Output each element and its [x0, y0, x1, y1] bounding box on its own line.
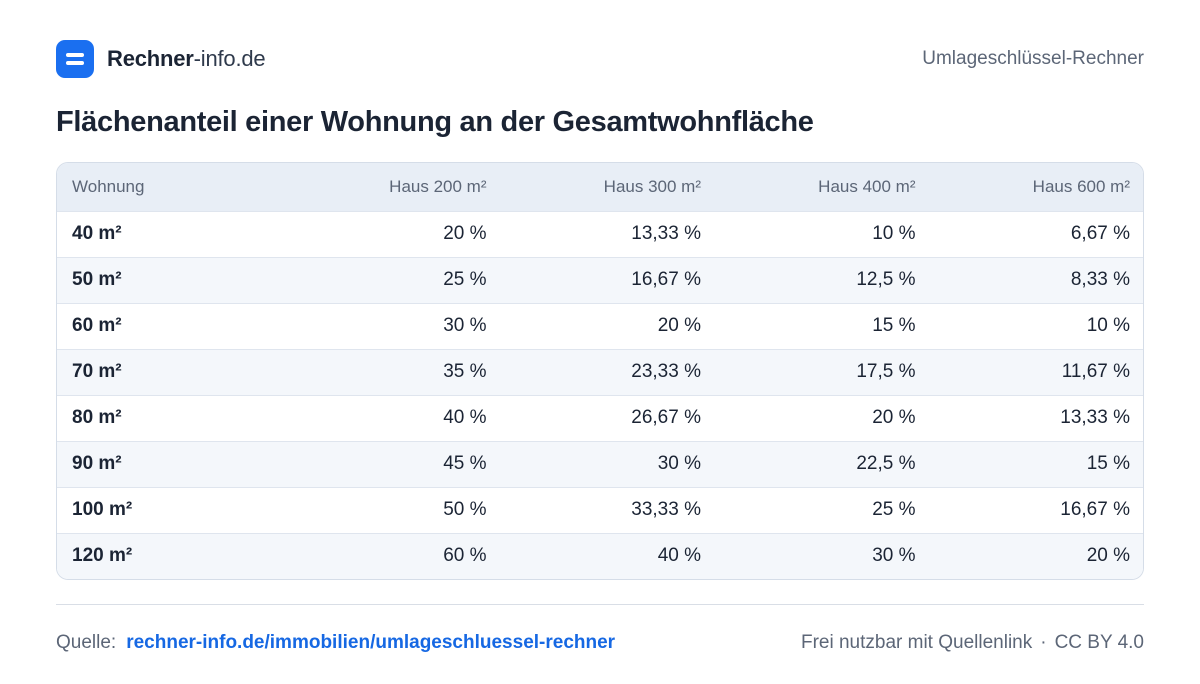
- value-cell: 30 %: [657, 453, 701, 474]
- value-cell: 15 %: [872, 315, 916, 336]
- value-cell: 40 %: [657, 545, 701, 567]
- column-header-haus-3: Haus 400 m²: [818, 176, 916, 196]
- value-cell: 22,5 %: [856, 453, 916, 474]
- value-cell: 20 %: [1086, 545, 1130, 567]
- data-table-container: Wohnung Haus 200 m² Haus 300 m² Haus 400 m²…: [56, 162, 1144, 580]
- row-label-cell: 90 m²: [72, 453, 122, 474]
- logo-icon: [56, 40, 94, 78]
- value-cell: 23,33 %: [631, 361, 701, 382]
- value-cell: 20 %: [443, 223, 487, 244]
- column-header-haus-2: Haus 300 m²: [603, 176, 701, 196]
- row-label-cell: 40 m²: [72, 223, 122, 244]
- value-cell: 6,67 %: [1070, 223, 1130, 244]
- license: Frei nutzbar mit Quellenlink · CC BY 4.0: [801, 632, 1144, 654]
- value-cell: 35 %: [443, 361, 487, 382]
- value-cell: 30 %: [872, 545, 916, 567]
- value-cell: 17,5 %: [856, 361, 916, 382]
- value-cell: 25 %: [443, 269, 487, 290]
- column-header-haus-1: Haus 200 m²: [389, 176, 487, 196]
- table-row: 80 m² 40 % 26,67 % 20 % 13,33 %: [57, 395, 1143, 441]
- brand-name-strong: Rechner: [107, 46, 194, 71]
- value-cell: 20 %: [872, 407, 916, 428]
- footer: Quelle: rechner-info.de/immobilien/umlag…: [56, 630, 1144, 656]
- brand-name: Rechner-info.de: [107, 46, 266, 72]
- calculator-name: Umlageschlüssel-Rechner: [922, 48, 1144, 69]
- table-row: 50 m² 25 % 16,67 % 12,5 % 8,33 %: [57, 257, 1143, 303]
- value-cell: 50 %: [443, 499, 487, 520]
- table-head: Wohnung Haus 200 m² Haus 300 m² Haus 400 m²…: [57, 163, 1143, 211]
- value-cell: 10 %: [1086, 315, 1130, 336]
- table-row: 70 m² 35 % 23,33 % 17,5 % 11,67 %: [57, 349, 1143, 395]
- value-cell: 40 %: [443, 407, 487, 428]
- value-cell: 26,67 %: [631, 407, 701, 428]
- row-label-cell: 50 m²: [72, 269, 122, 290]
- row-label-cell: 100 m²: [72, 499, 133, 520]
- table-row: 40 m² 20 % 13,33 % 10 % 6,67 %: [57, 211, 1143, 257]
- row-label-cell: 80 m²: [72, 407, 122, 428]
- source: Quelle: rechner-info.de/immobilien/umlag…: [56, 632, 615, 654]
- license-text: Frei nutzbar mit Quellenlink: [800, 632, 1033, 653]
- row-label-cell: 120 m²: [72, 545, 133, 567]
- value-cell: 8,33 %: [1070, 269, 1130, 290]
- value-cell: 33,33 %: [631, 499, 701, 520]
- brand-name-light: -info.de: [193, 46, 266, 71]
- value-cell: 16,67 %: [1060, 499, 1130, 520]
- column-header-haus-4: Haus 600 m²: [1032, 176, 1130, 196]
- brand[interactable]: Rechner-info.de: [56, 40, 266, 78]
- source-link[interactable]: rechner-info.de/immobilien/umlageschlues…: [126, 632, 616, 653]
- value-cell: 10 %: [872, 223, 916, 244]
- value-cell: 60 %: [443, 545, 487, 567]
- license-name: CC BY 4.0: [1054, 632, 1144, 653]
- logo-bar-top: [66, 53, 84, 57]
- row-label-cell: 70 m²: [72, 361, 122, 382]
- table-row: 120 m² 60 % 40 % 30 % 20 %: [57, 533, 1143, 579]
- value-cell: 15 %: [1086, 453, 1130, 474]
- table-body: 40 m² 20 % 13,33 % 10 % 6,67 % 50 m² 25 % 16,67…: [57, 211, 1143, 579]
- column-header-wohnung: Wohnung: [72, 176, 145, 196]
- table-row: 100 m² 50 % 33,33 % 25 % 16,67 %: [57, 487, 1143, 533]
- value-cell: 25 %: [872, 499, 916, 520]
- value-cell: 12,5 %: [856, 269, 916, 290]
- source-label: Quelle:: [56, 632, 117, 653]
- logo-bar-bottom: [66, 61, 84, 65]
- value-cell: 16,67 %: [631, 269, 701, 290]
- row-label-cell: 60 m²: [72, 315, 122, 336]
- data-table: Wohnung Haus 200 m² Haus 300 m² Haus 400 m²…: [57, 163, 1143, 579]
- table-row: 60 m² 30 % 20 % 15 % 10 %: [57, 303, 1143, 349]
- license-separator: ·: [1040, 632, 1047, 653]
- table-header-row: Wohnung Haus 200 m² Haus 300 m² Haus 400 m²…: [57, 163, 1143, 211]
- value-cell: 13,33 %: [631, 223, 701, 244]
- value-cell: 30 %: [443, 315, 487, 336]
- table-row: 90 m² 45 % 30 % 22,5 % 15 %: [57, 441, 1143, 487]
- header: Rechner-info.de Umlageschlüssel-Rechner: [56, 40, 1144, 78]
- page-title: Flächenanteil einer Wohnung an der Gesam…: [56, 106, 814, 138]
- value-cell: 13,33 %: [1060, 407, 1130, 428]
- value-cell: 11,67 %: [1061, 361, 1130, 382]
- value-cell: 20 %: [657, 315, 701, 336]
- value-cell: 45 %: [443, 453, 487, 474]
- footer-divider: [56, 604, 1144, 605]
